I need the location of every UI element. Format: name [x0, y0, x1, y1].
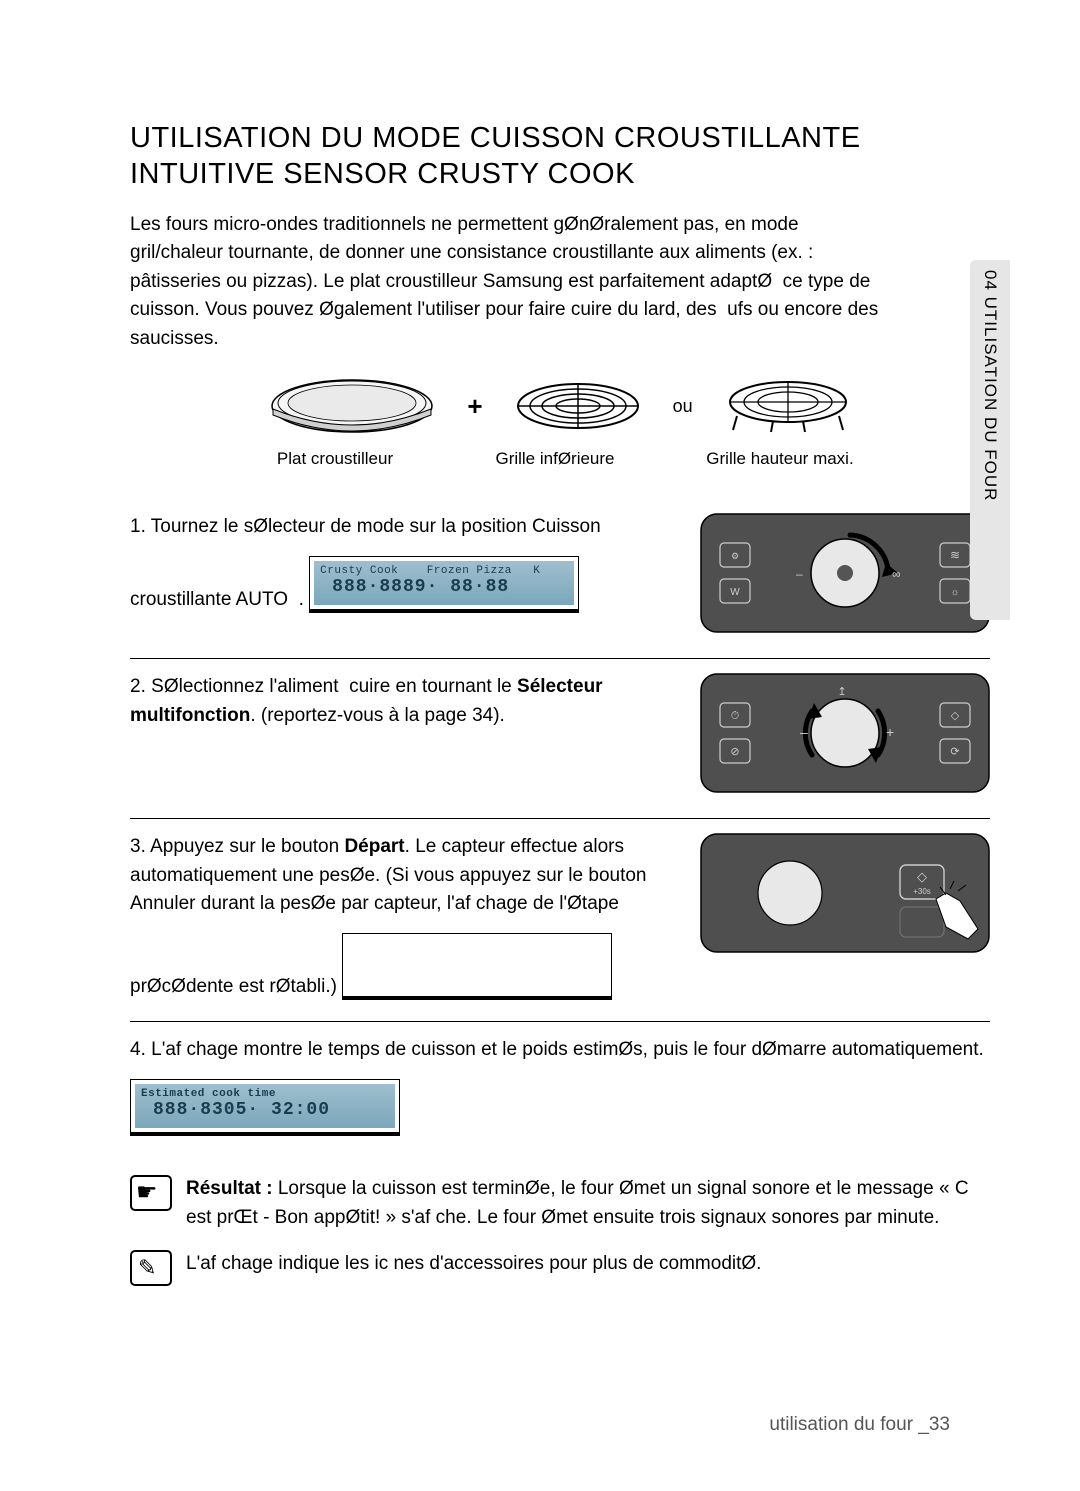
step-2: 2. SØlectionnez l'aliment cuire en tourn… [130, 659, 990, 819]
low-rack-icon [513, 376, 643, 436]
step-3: 3. Appuyez sur le bouton Départ. Le capt… [130, 819, 990, 1022]
title-line-2: INTUITIVE SENSOR CRUSTY COOK [130, 158, 635, 190]
step-1-num: 1. [130, 516, 146, 537]
step-3-a: Appuyez sur le bouton [150, 836, 339, 857]
step-2-panel-icon: ⏱ ⊘ ◇ ⟳ – + ↥ [700, 673, 990, 798]
svg-text:≋: ≋ [950, 548, 960, 562]
svg-text:☼: ☼ [950, 587, 959, 598]
step-4-body: L'af chage montre le temps de cuisson et… [151, 1039, 984, 1060]
plus-sign: + [467, 391, 482, 422]
step-4-lcd: Estimated cook time 888·8305· 32:00 [130, 1079, 400, 1136]
step-4-num: 4. [130, 1039, 146, 1060]
label-high-rack: Grille hauteur maxi. [690, 449, 870, 469]
step-2-b: . (reportez-vous à la page 34). [250, 705, 505, 726]
step-3-bold: Départ [344, 836, 404, 857]
accessories-row: + ou [130, 371, 990, 441]
step-3-num: 3. [130, 836, 146, 857]
high-rack-icon [723, 376, 853, 436]
svg-text:+: + [886, 724, 894, 740]
label-plate: Plat croustilleur [250, 449, 420, 469]
svg-text:◇: ◇ [917, 869, 927, 884]
svg-text:–: – [796, 567, 803, 581]
svg-text:⏱: ⏱ [731, 710, 740, 722]
lcd4-mid: 888·8305· 32:00 [153, 1097, 330, 1124]
svg-text:∞: ∞ [892, 567, 901, 581]
step-4-text: 4. L'af chage montre le temps de cuisson… [130, 1036, 990, 1137]
result-text-wrap: Résultat : Lorsque la cuisson est termin… [186, 1175, 990, 1232]
svg-text:⟳: ⟳ [950, 746, 959, 758]
info-text: L'af chage indique les ic nes d'accessoi… [186, 1250, 761, 1286]
side-tab-label: 04 UTILISATION DU FOUR [980, 270, 1000, 501]
accessories-labels: Plat croustilleur Grille infØrieure Gril… [130, 449, 990, 469]
result-note: Résultat : Lorsque la cuisson est termin… [130, 1175, 990, 1232]
step-2-a: SØlectionnez l'aliment cuire en tournant… [151, 676, 517, 697]
svg-text:+30s: +30s [913, 887, 931, 896]
step-3-panel-icon: ◇ +30s [700, 833, 990, 958]
pencil-icon [130, 1250, 172, 1286]
title-line-1: UTILISATION DU MODE CUISSON CROUSTILLANT… [130, 122, 861, 154]
or-label: ou [673, 396, 693, 417]
manual-page: 04 UTILISATION DU FOUR UTILISATION DU MO… [0, 0, 1080, 1491]
step-1: 1. Tournez le sØlecteur de mode sur la p… [130, 499, 990, 659]
step-3-text: 3. Appuyez sur le bouton Départ. Le capt… [130, 833, 670, 1001]
crusty-plate-icon [267, 371, 437, 441]
step-4: 4. L'af chage montre le temps de cuisson… [130, 1022, 990, 1157]
lcd1-mid: 888·8889· 88·88 [332, 574, 509, 601]
svg-text:W: W [730, 587, 740, 598]
step-1-text: 1. Tournez le sØlecteur de mode sur la p… [130, 513, 670, 614]
page-footer: utilisation du four _33 [769, 1414, 950, 1436]
result-text: Lorsque la cuisson est terminØe, le four… [186, 1178, 969, 1228]
step-2-text: 2. SØlectionnez l'aliment cuire en tourn… [130, 673, 670, 730]
page-title: UTILISATION DU MODE CUISSON CROUSTILLANT… [130, 120, 990, 193]
step-3-lcd [342, 933, 612, 1000]
step-1-lcd: Crusty Cook Frozen Pizza K 888·8889· 88·… [309, 556, 579, 613]
hand-icon [130, 1175, 172, 1211]
svg-text:↥: ↥ [837, 686, 846, 698]
svg-text:–: – [800, 724, 808, 740]
svg-text:⊘: ⊘ [730, 746, 739, 758]
step-2-num: 2. [130, 676, 146, 697]
svg-text:⚙: ⚙ [731, 551, 739, 561]
info-note: L'af chage indique les ic nes d'accessoi… [130, 1250, 990, 1286]
label-low-rack: Grille infØrieure [480, 449, 630, 469]
svg-text:◇: ◇ [951, 710, 960, 722]
step-1-panel-icon: ⚙ W ≋ ☼ – ∞ [700, 513, 990, 638]
section-side-tab: 04 UTILISATION DU FOUR [970, 260, 1010, 620]
intro-paragraph: Les fours micro-ondes traditionnels ne p… [130, 211, 890, 354]
result-label: Résultat : [186, 1178, 273, 1199]
